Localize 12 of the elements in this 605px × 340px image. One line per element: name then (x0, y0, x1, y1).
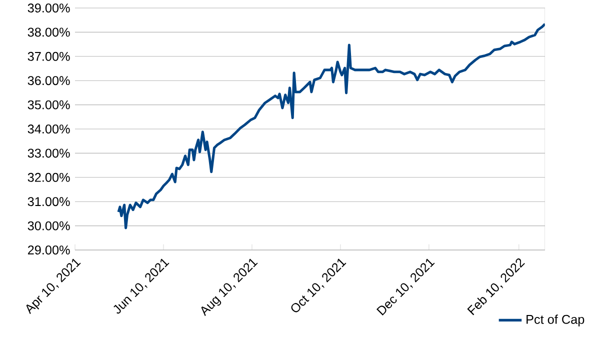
y-tick-label: 35.00% (28, 100, 70, 110)
y-tick-label: 30.00% (28, 221, 70, 230)
y-tick-label: 33.00% (28, 148, 70, 158)
y-tick-label: 37.00% (28, 52, 70, 61)
y-tick-label: 34.00% (28, 124, 70, 134)
y-tick-label: 36.00% (28, 76, 70, 86)
y-tick-label: 39.00% (28, 4, 70, 12)
y-tick-label: 29.00% (28, 246, 70, 254)
y-tick-label: 31.00% (28, 197, 70, 206)
legend-label: Pct of Cap (526, 314, 584, 326)
y-tick-label: 38.00% (28, 28, 70, 37)
y-tick-label: 32.00% (28, 172, 70, 182)
